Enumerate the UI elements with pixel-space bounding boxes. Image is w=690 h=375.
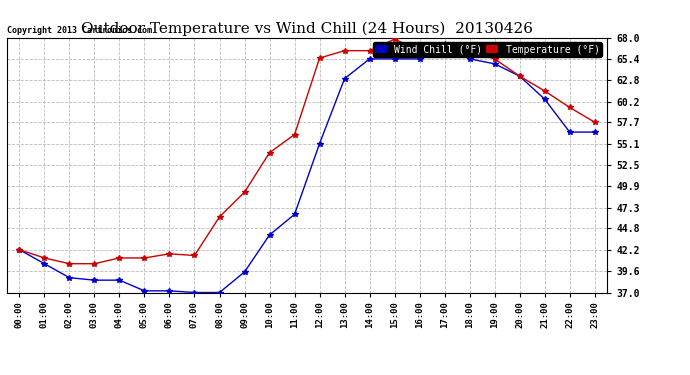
- Title: Outdoor Temperature vs Wind Chill (24 Hours)  20130426: Outdoor Temperature vs Wind Chill (24 Ho…: [81, 22, 533, 36]
- Legend: Wind Chill (°F), Temperature (°F): Wind Chill (°F), Temperature (°F): [373, 42, 602, 57]
- Text: Copyright 2013 Cartronics.com: Copyright 2013 Cartronics.com: [7, 26, 152, 35]
